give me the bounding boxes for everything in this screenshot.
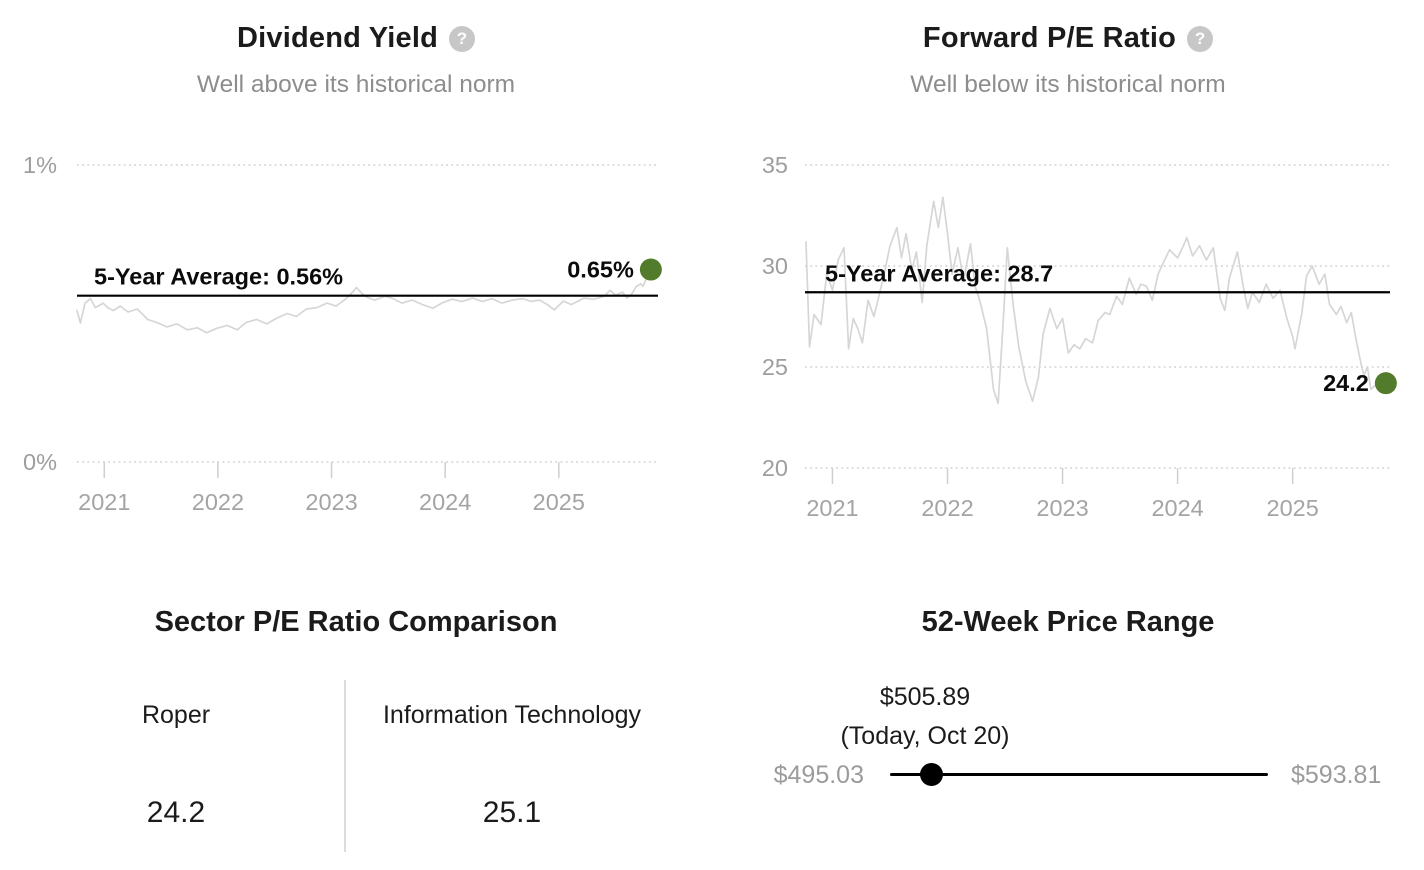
- price-range-title: 52-Week Price Range: [921, 606, 1215, 638]
- y-axis-label: 20: [762, 455, 788, 481]
- dividend-yield-subtitle: Well above its historical norm: [196, 71, 516, 98]
- y-axis-label: 1%: [23, 152, 57, 178]
- x-axis-label: 2023: [305, 489, 357, 515]
- sector-comparison-title: Sector P/E Ratio Comparison: [154, 606, 558, 638]
- current-value-dot: [639, 258, 662, 281]
- five-year-average-label: 5-Year Average: 0.56%: [94, 264, 343, 290]
- range-position-dot: [920, 763, 944, 786]
- y-axis-label: 0%: [23, 449, 57, 475]
- company-column-label: Roper: [141, 701, 211, 729]
- current-value-label: 0.65%: [567, 257, 634, 283]
- x-axis-label: 2022: [192, 489, 244, 515]
- range-high-label: $593.81: [1291, 761, 1382, 789]
- sector-pe-value: 25.1: [482, 796, 542, 829]
- dividend-yield-title: Dividend Yield: [236, 22, 438, 54]
- current-price: $505.89: [879, 683, 971, 711]
- y-axis-label: 25: [762, 354, 788, 380]
- x-axis-label: 2024: [1151, 495, 1203, 521]
- company-pe-value: 24.2: [146, 796, 206, 829]
- x-axis-label: 2024: [419, 489, 471, 515]
- current-value-dot: [1374, 372, 1397, 395]
- x-axis-label: 2022: [921, 495, 973, 521]
- forward-pe-title: Forward P/E Ratio: [922, 22, 1177, 54]
- y-axis-label: 35: [762, 152, 788, 178]
- current-price-note: (Today, Oct 20): [840, 722, 1010, 750]
- y-axis-label: 30: [762, 253, 788, 279]
- forward-pe-chart: 35 30 25 20 2021 2022 2023 2024 2025 5-Year Avera…: [762, 152, 1397, 521]
- current-price-block: $505.89 (Today, Oct 20): [745, 678, 1105, 756]
- sector-pe-comparison-panel: Sector P/E Ratio Comparison Roper Inform…: [0, 560, 712, 870]
- current-value-label: 24.2: [1323, 370, 1369, 396]
- range-low-label: $495.03: [773, 761, 864, 789]
- dividend-yield-panel: Dividend Yield ? Well above its historic…: [0, 0, 712, 560]
- dividend-yield-chart: 1% 0% 2021 2022 2023 2024 2025 5-Year Average: …: [23, 152, 662, 515]
- x-axis-label: 2021: [806, 495, 858, 521]
- x-axis-label: 2021: [78, 489, 130, 515]
- five-year-average-label: 5-Year Average: 28.7: [825, 260, 1053, 286]
- history-sparkline: [805, 196, 1387, 405]
- x-axis-label: 2025: [1267, 495, 1319, 521]
- sector-column-label: Information Technology: [382, 701, 642, 729]
- forward-pe-subtitle: Well below its historical norm: [910, 71, 1226, 98]
- forward-pe-panel: Forward P/E Ratio ? Well below its histo…: [712, 0, 1424, 560]
- forward-pe-header: Forward P/E Ratio ?: [712, 22, 1424, 55]
- x-axis-label: 2023: [1036, 495, 1088, 521]
- price-range-panel: 52-Week Price Range $505.89 (Today, Oct …: [712, 560, 1424, 870]
- column-divider: [344, 680, 346, 852]
- dividend-yield-header: Dividend Yield ?: [0, 22, 712, 55]
- x-axis-label: 2025: [533, 489, 585, 515]
- help-icon[interactable]: ?: [449, 25, 475, 52]
- range-track: [890, 773, 1268, 776]
- help-icon[interactable]: ?: [1187, 25, 1214, 52]
